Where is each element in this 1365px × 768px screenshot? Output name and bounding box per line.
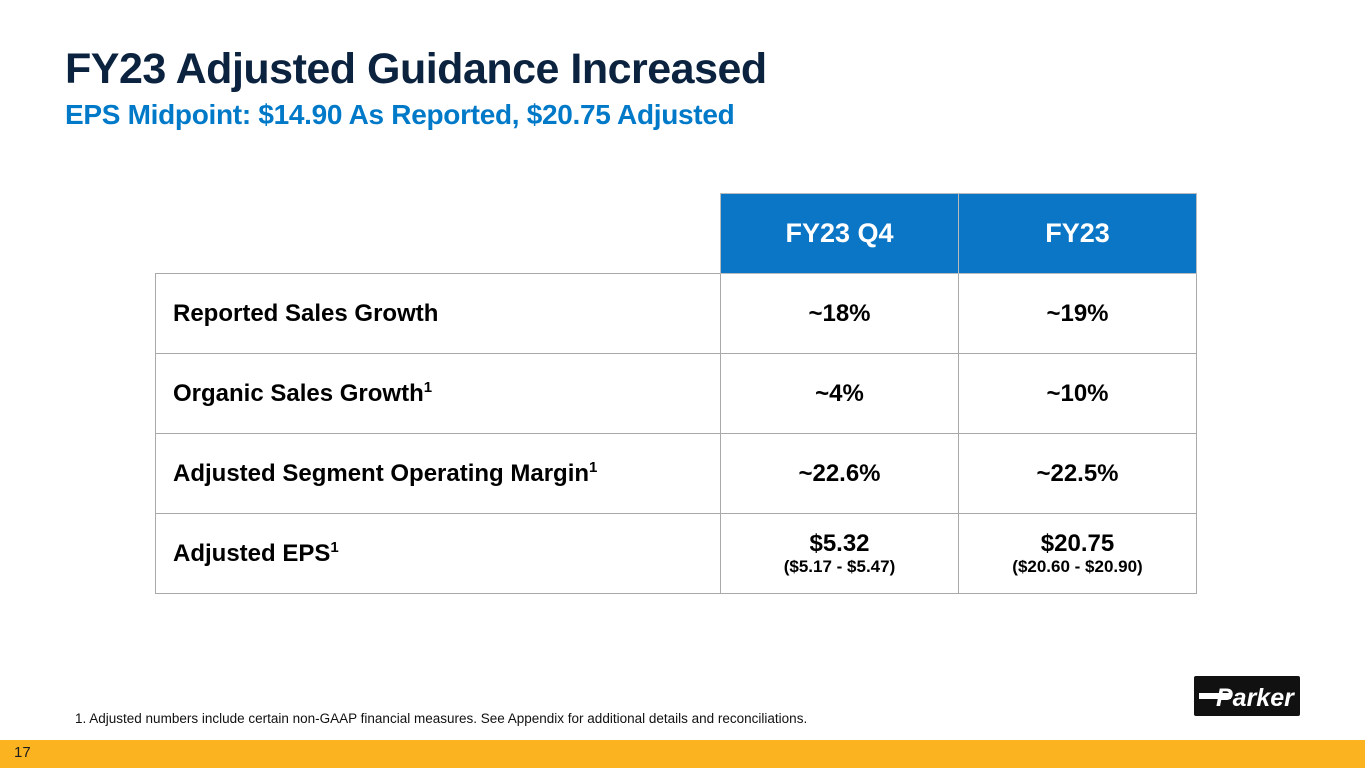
cell-subvalue: ($20.60 - $20.90) — [1012, 556, 1143, 576]
cell-value: ~22.5% — [1036, 459, 1119, 487]
column-header-fy23: FY23 — [958, 193, 1197, 274]
cell-adjusted-eps-fy23: $20.75 ($20.60 - $20.90) — [958, 513, 1197, 594]
cell-adjusted-segment-operating-margin-fy23: ~22.5% — [958, 433, 1197, 514]
cell-value: $20.75 — [1040, 530, 1115, 558]
footnote: 1. Adjusted numbers include certain non-… — [75, 711, 808, 726]
cell-value: ~18% — [808, 299, 871, 327]
slide-subtitle: EPS Midpoint: $14.90 As Reported, $20.75… — [65, 99, 735, 130]
cell-organic-sales-growth-fy23: ~10% — [958, 353, 1197, 434]
parker-logo-text: Parker — [1216, 684, 1295, 712]
table-row: Organic Sales Growth1 ~4% ~10% — [155, 353, 1197, 434]
cell-value: ~22.6% — [798, 459, 881, 487]
row-label-adjusted-segment-operating-margin: Adjusted Segment Operating Margin1 — [155, 433, 721, 514]
row-label-adjusted-eps: Adjusted EPS1 — [155, 513, 721, 594]
row-label-organic-sales-growth: Organic Sales Growth1 — [155, 353, 721, 434]
slide-title: FY23 Adjusted Guidance Increased — [65, 45, 767, 93]
table-row: Adjusted EPS1 $5.32 ($5.17 - $5.47) $20.7… — [155, 513, 1197, 594]
footnote-marker: 1 — [423, 379, 433, 396]
cell-value: ~4% — [815, 379, 864, 407]
page-number: 17 — [14, 744, 31, 761]
cell-subvalue: ($5.17 - $5.47) — [783, 556, 896, 576]
cell-reported-sales-growth-fy23: ~19% — [958, 273, 1197, 354]
cell-value: $5.32 — [809, 530, 870, 558]
cell-adjusted-eps-q4: $5.32 ($5.17 - $5.47) — [720, 513, 959, 594]
parker-logo-dash — [1199, 693, 1231, 699]
column-header-fy23-q4: FY23 Q4 — [720, 193, 959, 274]
cell-reported-sales-growth-q4: ~18% — [720, 273, 959, 354]
cell-value: ~10% — [1046, 379, 1109, 407]
row-label-text: Reported Sales Growth — [173, 300, 439, 327]
row-label-text: Adjusted EPS — [173, 540, 331, 567]
cell-value: ~19% — [1046, 299, 1109, 327]
guidance-table: FY23 Q4 FY23 Reported Sales Growth ~18% … — [155, 193, 1197, 594]
footer-bar: 17 — [0, 740, 1365, 768]
row-label-text: Adjusted Segment Operating Margin — [173, 460, 590, 487]
cell-adjusted-segment-operating-margin-q4: ~22.6% — [720, 433, 959, 514]
table-row: Adjusted Segment Operating Margin1 ~22.6… — [155, 433, 1197, 514]
row-label-text: Organic Sales Growth — [173, 380, 424, 407]
row-label-reported-sales-growth: Reported Sales Growth — [155, 273, 721, 354]
footnote-marker: 1 — [330, 539, 339, 556]
footnote-marker: 1 — [589, 459, 598, 476]
table-header-row: FY23 Q4 FY23 — [156, 193, 1197, 274]
table-row: Reported Sales Growth ~18% ~19% — [155, 273, 1197, 354]
parker-logo: Parker — [1194, 676, 1300, 716]
cell-organic-sales-growth-q4: ~4% — [720, 353, 959, 434]
table-corner-cell — [156, 194, 721, 274]
